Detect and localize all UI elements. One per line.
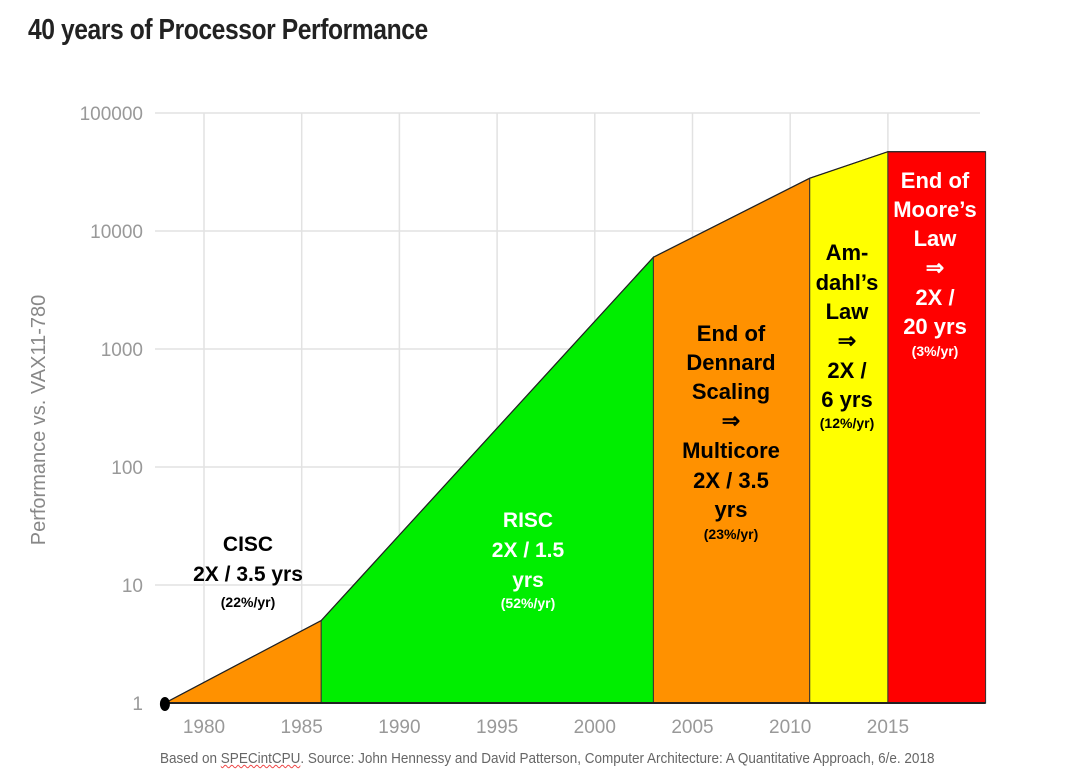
region-label-line: ⇒: [722, 408, 740, 433]
caption: Based on SPECintCPU. Source: John Hennes…: [160, 750, 934, 767]
region-label-line: End of: [697, 321, 766, 346]
x-tick-label: 2015: [867, 717, 909, 738]
x-tick-label: 1995: [476, 717, 518, 738]
y-tick-label: 1000: [101, 340, 143, 361]
y-tick-label: 100000: [80, 104, 143, 125]
region-label-line: ⇒: [838, 328, 856, 353]
x-tick-label: 2005: [671, 717, 713, 738]
region-label-line: Scaling: [692, 379, 770, 404]
region-label-line: yrs: [714, 497, 747, 522]
caption-prefix: Based on: [160, 750, 221, 767]
region-label-line: 20 yrs: [903, 314, 967, 339]
y-tick-label: 100: [111, 458, 143, 479]
start-point: [159, 697, 170, 711]
region-label-line: 2X / 1.5: [492, 539, 565, 562]
region-label-line: End of: [901, 168, 970, 193]
performance-line: [164, 151, 986, 704]
caption-source: . Source: John Hennessy and David Patter…: [300, 750, 935, 767]
y-axis-label: Performance vs. VAX11-780: [28, 295, 50, 546]
region-label-line: Law: [914, 226, 958, 251]
region-label-line: (23%/yr): [704, 526, 758, 542]
chart-title: 40 years of Processor Performance: [28, 14, 428, 46]
region-label-line: 2X /: [827, 358, 866, 383]
x-tick-label: 2010: [769, 717, 811, 738]
region-label-line: Am-: [826, 240, 869, 265]
region-label-line: 2X /: [915, 285, 954, 310]
y-tick-label: 10000: [90, 222, 143, 243]
caption-spec: SPECintCPU: [220, 750, 301, 767]
region-label-line: ⇒: [926, 255, 944, 280]
region-label-line: RISC: [503, 509, 553, 532]
region-label-line: Multicore: [682, 438, 780, 463]
region-label-line: (3%/yr): [912, 343, 959, 359]
region-label-line: (12%/yr): [820, 415, 874, 431]
region-label-line: dahl’s: [816, 270, 879, 295]
region-label-line: 2X / 3.5 yrs: [193, 563, 303, 586]
region-label-line: Dennard: [686, 350, 775, 375]
region-label-line: yrs: [512, 569, 544, 592]
region-label-line: CISC: [223, 533, 273, 556]
region-risc: [320, 255, 654, 704]
x-tick-label: 2000: [574, 717, 616, 738]
region-label-line: 6 yrs: [821, 387, 872, 412]
y-tick-label: 1: [132, 694, 143, 715]
region-label-line: 2X / 3.5: [693, 468, 769, 493]
region-label-line: Moore’s: [893, 197, 977, 222]
region-label-line: (52%/yr): [501, 595, 555, 611]
x-tick-label: 1980: [183, 717, 225, 738]
y-tick-label: 10: [122, 576, 143, 597]
region-label-line: (22%/yr): [221, 594, 275, 610]
x-tick-label: 1990: [378, 717, 420, 738]
x-tick-label: 1985: [281, 717, 323, 738]
region-label-line: Law: [826, 299, 870, 324]
